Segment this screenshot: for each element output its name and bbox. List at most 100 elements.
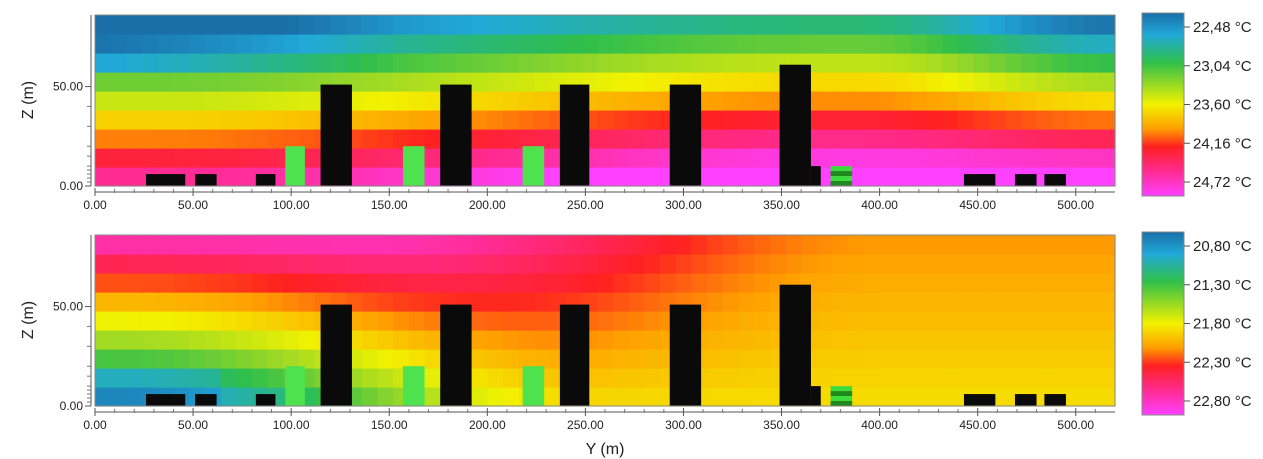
heatmap-cell (973, 330, 991, 350)
heatmap-cell (1083, 349, 1100, 369)
heatmap-cell (471, 235, 488, 255)
top-panel: 0.00 50.00 100.00 150.00 200.00 250.00 300.00 3… (20, 12, 1252, 212)
heatmap-cell (550, 34, 567, 54)
heatmap-cell (440, 34, 457, 54)
heatmap-cell (1005, 330, 1022, 350)
heatmap-cell (1067, 34, 1085, 54)
heatmap-cell (1020, 110, 1038, 130)
heatmap-cell (848, 311, 865, 331)
heatmap-cell (503, 254, 520, 274)
heatmap-cell (251, 91, 269, 111)
heatmap-cell (534, 110, 551, 130)
heatmap-cell (503, 311, 520, 331)
heatmap-cell (1005, 129, 1022, 149)
heatmap-cell (612, 330, 630, 350)
heatmap-cell (236, 91, 253, 111)
building-block (779, 284, 811, 406)
heatmap-cell (220, 148, 237, 168)
heatmap-cell (691, 34, 708, 54)
heatmap-cell (1052, 129, 1069, 149)
heatmap-cell (973, 235, 991, 255)
heatmap-cell (1083, 292, 1100, 312)
building-block (963, 174, 996, 186)
heatmap-cell (581, 34, 598, 54)
heatmap-cell (283, 72, 300, 92)
heatmap-cell (973, 72, 991, 92)
heatmap-cell (832, 91, 849, 111)
heatmap-cell (1083, 53, 1100, 73)
heatmap-cell (1083, 311, 1100, 331)
heatmap-cell (142, 235, 159, 255)
heatmap-cell (393, 91, 410, 111)
heatmap-cell (471, 34, 488, 54)
heatmap-cell (612, 387, 630, 407)
heatmap-cell (926, 167, 943, 187)
heatmap-cell (236, 53, 253, 73)
heatmap-cell (597, 368, 614, 388)
heatmap-cell (1099, 72, 1116, 92)
heatmap-cell (707, 167, 724, 187)
heatmap-cell (189, 91, 206, 111)
heatmap-cell (973, 34, 991, 54)
heatmap-cell (722, 53, 739, 73)
heatmap-cell (911, 91, 928, 111)
heatmap-cell (95, 368, 112, 388)
building-block (1044, 394, 1066, 406)
heatmap-cell (644, 129, 661, 149)
building-block (320, 84, 352, 186)
heatmap-cell (628, 15, 645, 35)
heatmap-cell (1036, 53, 1053, 73)
heatmap-cell (534, 311, 551, 331)
heatmap-cell (550, 235, 567, 255)
heatmap-cell (754, 167, 771, 187)
heatmap-cell (754, 349, 771, 369)
heatmap-cell (173, 273, 190, 293)
heatmap-cell (973, 349, 991, 369)
heatmap-cell (471, 110, 488, 130)
heatmap-cell (534, 292, 551, 312)
vegetation-block (830, 171, 853, 177)
heatmap-cell (738, 254, 755, 274)
heatmap-cell (1020, 91, 1038, 111)
heatmap-cell (816, 235, 834, 255)
heatmap-cell (722, 349, 739, 369)
x-tick-label: 50.00 (178, 198, 208, 212)
heatmap-cell (267, 148, 284, 168)
heatmap-cell (314, 235, 331, 255)
heatmap-cell (330, 15, 347, 35)
heatmap-cell (1083, 273, 1100, 293)
heatmap-cell (612, 235, 630, 255)
heatmap-cell (863, 349, 881, 369)
heatmap-cell (314, 34, 331, 54)
heatmap-cell (393, 129, 410, 149)
heatmap-cell (644, 167, 661, 187)
heatmap-cell (989, 15, 1006, 35)
heatmap-cell (738, 368, 755, 388)
heatmap-cell (299, 292, 316, 312)
heatmap-cell (644, 292, 661, 312)
heatmap-cell (424, 15, 441, 35)
heatmap-cell (942, 311, 959, 331)
heatmap-cell (126, 148, 143, 168)
heatmap-cell (408, 15, 426, 35)
top-colorbar-gradient (1141, 12, 1185, 197)
heatmap-cell (220, 273, 237, 293)
heatmap-cell (832, 34, 849, 54)
heatmap-cell (424, 72, 441, 92)
heatmap-cell (377, 387, 394, 407)
heatmap-cell (173, 330, 190, 350)
bottom-obstacles (146, 284, 1066, 406)
heatmap-cell (110, 167, 127, 187)
heatmap-cell (973, 254, 991, 274)
heatmap-cell (785, 235, 802, 255)
heatmap-cell (612, 349, 630, 369)
heatmap-cell (424, 292, 441, 312)
heatmap-cell (346, 53, 363, 73)
heatmap-cell (1099, 148, 1116, 168)
heatmap-cell (754, 148, 771, 168)
heatmap-cell (738, 330, 755, 350)
heatmap-cell (126, 129, 143, 149)
heatmap-cell (251, 349, 269, 369)
heatmap-cell (989, 235, 1006, 255)
heatmap-cell (534, 349, 551, 369)
